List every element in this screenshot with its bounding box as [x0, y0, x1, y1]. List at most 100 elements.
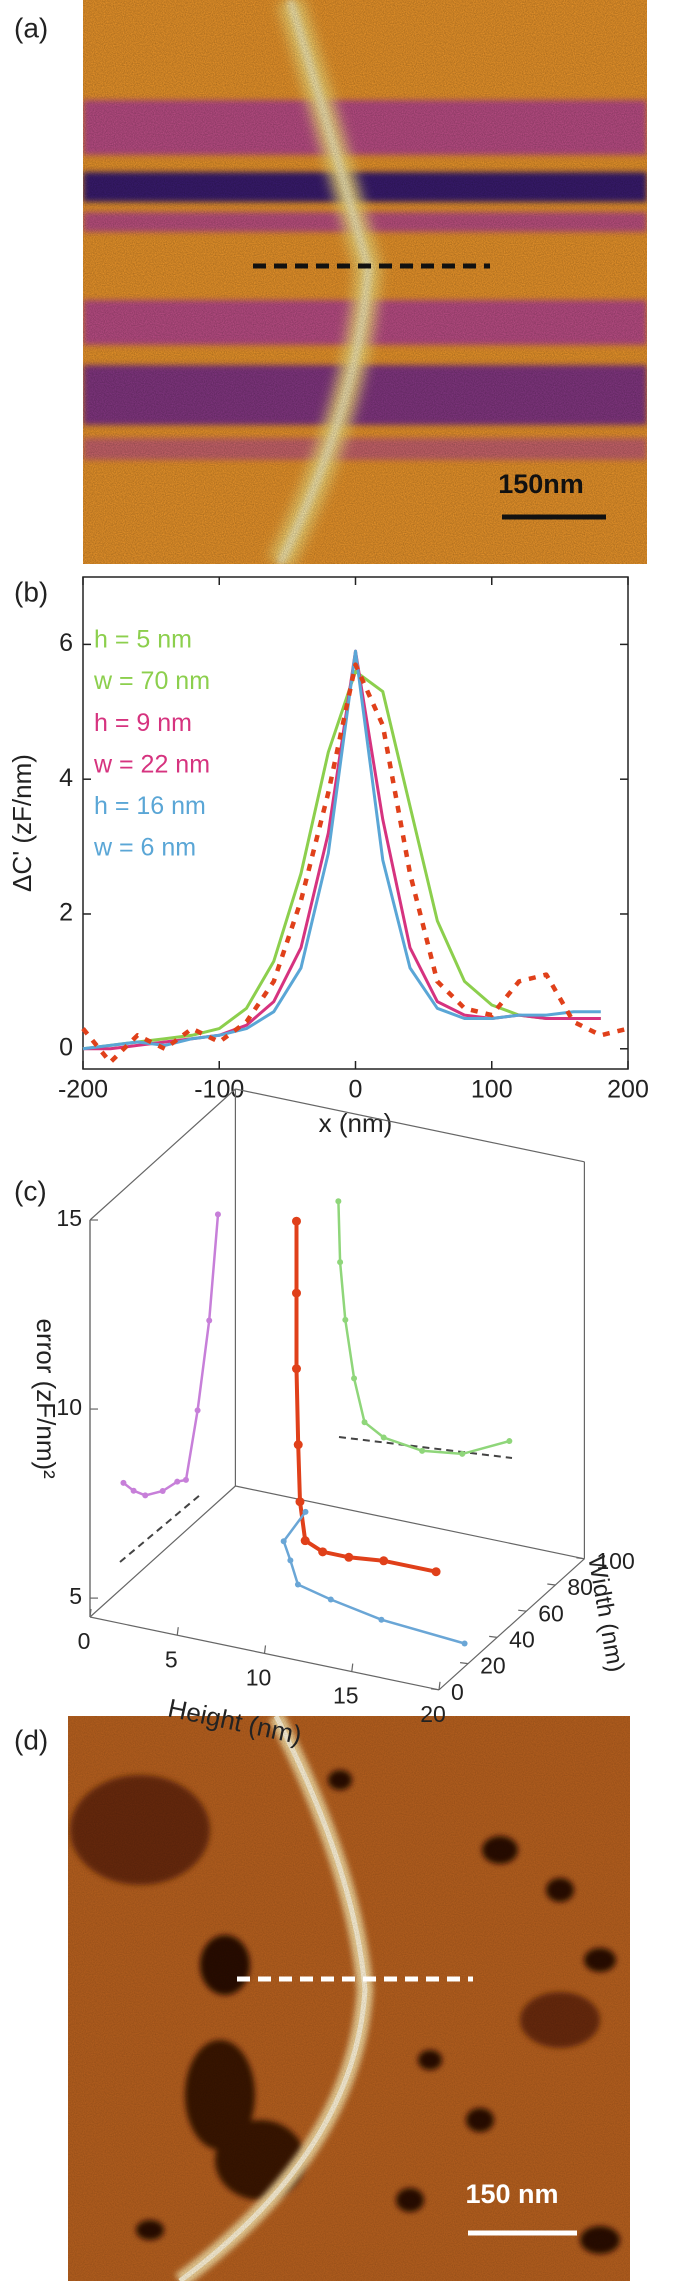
panel-label: (b)	[14, 576, 48, 607]
axis-box-edge	[438, 1558, 585, 1691]
x-tick-label: 0	[349, 1076, 363, 1104]
series-point	[295, 1497, 305, 1507]
series-line	[82, 649, 601, 1051]
series-point	[300, 1536, 310, 1546]
series-point	[378, 1616, 385, 1623]
y-tick-label: 0	[451, 1679, 464, 1705]
y-tick-label: 2	[59, 899, 73, 927]
x-tick-label: 15	[333, 1683, 359, 1709]
x-tick-label: 20	[420, 1701, 446, 1727]
series-point	[174, 1478, 181, 1485]
series-point	[206, 1317, 213, 1324]
z-tick-label: 10	[56, 1394, 82, 1420]
legend-label: h = 5 nm	[94, 626, 192, 654]
legend-label: h = 16 nm	[94, 792, 206, 820]
scale-bar-label: 150nm	[498, 469, 584, 499]
series-point	[194, 1407, 201, 1414]
scale-bar-label: 150 nm	[465, 2179, 558, 2209]
y-tick	[547, 1583, 556, 1586]
series-point	[379, 1556, 389, 1566]
series-point	[461, 1640, 468, 1647]
series-line	[282, 1511, 465, 1645]
series-line	[294, 1221, 437, 1574]
y-tick-label: 0	[59, 1033, 73, 1061]
image-a: 150nm	[83, 0, 647, 564]
series-point	[459, 1450, 466, 1457]
axis-box-edge	[89, 1088, 236, 1221]
noise	[68, 1716, 630, 2281]
series-point	[431, 1567, 441, 1577]
y-tick-label: 4	[59, 764, 73, 792]
x-tick	[176, 1627, 179, 1636]
axis-box-edge	[235, 1485, 585, 1560]
x-axis-label: x (nm)	[319, 1108, 393, 1138]
series-point	[318, 1547, 328, 1557]
series-line	[337, 1201, 510, 1456]
x-tick-label: 5	[165, 1646, 178, 1672]
panel-label: (c)	[14, 1175, 47, 1206]
y-tick-label: 80	[567, 1574, 593, 1600]
x-tick-label: 100	[471, 1076, 513, 1104]
y-tick	[460, 1662, 469, 1665]
x-tick	[351, 1663, 354, 1672]
series-line	[122, 1214, 220, 1497]
legend-label: w = 6 nm	[93, 834, 196, 862]
y-axis-label: ΔC' (zF/nm)	[7, 754, 37, 892]
y-tick-label: 60	[538, 1600, 564, 1626]
series-point	[342, 1316, 349, 1323]
y-tick	[518, 1609, 527, 1612]
series-point	[120, 1479, 127, 1486]
y-tick	[489, 1635, 498, 1638]
x-tick	[89, 1608, 92, 1618]
y-tick	[430, 1688, 440, 1691]
x-tick-label: -200	[58, 1076, 108, 1104]
series-point	[293, 1440, 303, 1450]
panel-label: (d)	[14, 1724, 48, 1755]
series-point	[327, 1596, 334, 1603]
x-tick-label: 200	[607, 1076, 649, 1104]
panel-label: (a)	[14, 12, 48, 43]
series-point	[351, 1375, 358, 1382]
series-point	[142, 1492, 149, 1499]
y-tick-label: 40	[509, 1626, 535, 1652]
series-point	[291, 1364, 301, 1374]
guide-line	[338, 1436, 513, 1459]
series-point	[130, 1487, 137, 1494]
legend-label: h = 9 nm	[94, 709, 192, 737]
x-tick	[438, 1681, 441, 1690]
noise	[83, 0, 647, 564]
y-tick-label: 20	[480, 1653, 506, 1679]
z-axis-label: error (zF/nm)²	[31, 1318, 61, 1479]
z-tick-label: 15	[56, 1205, 82, 1231]
series-point	[287, 1557, 294, 1564]
y-tick	[576, 1557, 585, 1560]
axis-box-edge	[89, 1485, 236, 1618]
image-d: 150 nm	[68, 1716, 630, 2281]
series-point	[337, 1259, 344, 1266]
series-point	[335, 1198, 342, 1205]
y-tick-label: 100	[596, 1548, 634, 1574]
axis-box-edge	[235, 1088, 585, 1163]
z-tick-label: 5	[69, 1583, 82, 1609]
series-point	[419, 1447, 426, 1454]
series-point	[182, 1476, 189, 1483]
series-point	[294, 1581, 301, 1588]
legend-label: w = 70 nm	[93, 667, 210, 695]
x-tick-label: 10	[246, 1664, 272, 1690]
y-tick-label: 6	[59, 629, 73, 657]
series-point	[280, 1538, 287, 1545]
series-line	[82, 669, 601, 1051]
legend-label: w = 22 nm	[93, 750, 210, 778]
series-point	[302, 1508, 309, 1515]
series-point	[380, 1434, 387, 1441]
series-point	[291, 1216, 301, 1226]
guide-line	[119, 1494, 201, 1563]
series-point	[344, 1552, 354, 1562]
x-tick-label: 0	[78, 1628, 91, 1654]
series-point	[159, 1488, 166, 1495]
x-tick	[263, 1645, 267, 1654]
series-line	[81, 662, 629, 1065]
series-point	[361, 1419, 368, 1426]
